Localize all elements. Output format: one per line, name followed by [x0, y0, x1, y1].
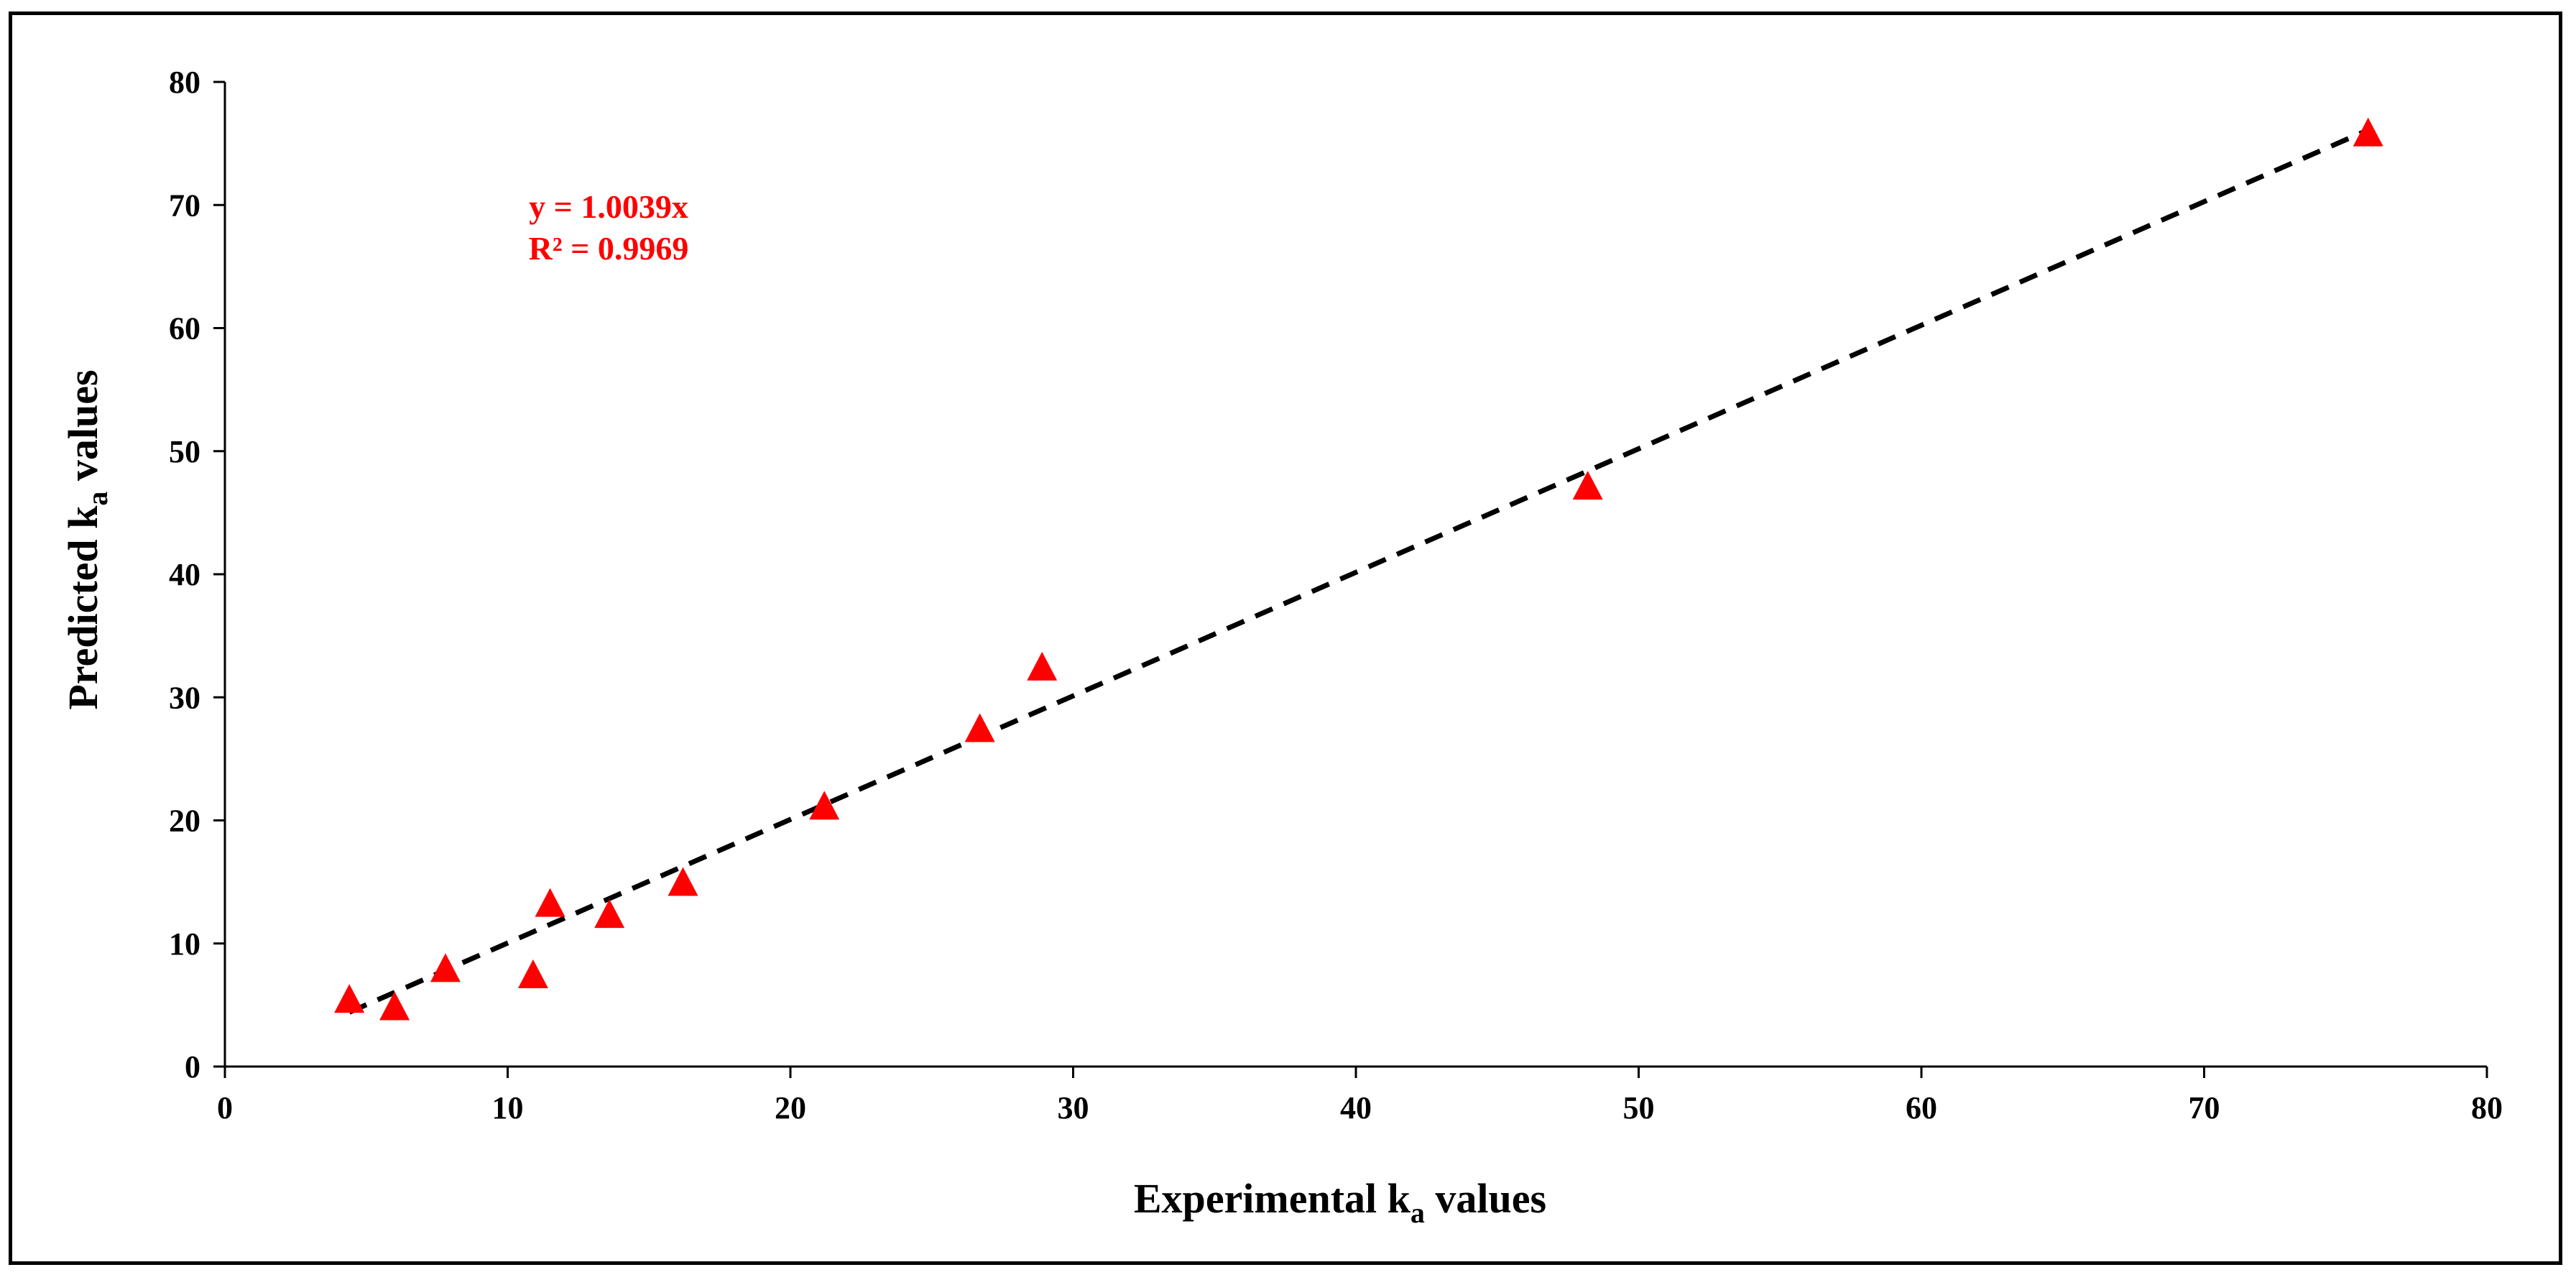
scatter-chart: 0 10 20 30 40 50 60 70 80 0 10 20 30 40 50 60 70 80 y = 1…	[60, 65, 2503, 1229]
axes: 0 10 20 30 40 50 60 70 80 0 10 20 30 40 50 60 70 80	[169, 65, 2503, 1125]
y-tick-label: 0	[185, 1049, 200, 1085]
data-point-marker	[964, 713, 995, 742]
trendline	[348, 127, 2370, 1015]
y-tick-label: 60	[169, 311, 200, 346]
data-point-marker	[334, 984, 365, 1013]
data-point-marker	[535, 888, 565, 917]
y-axis-title-subscript: a	[81, 492, 114, 506]
data-point-marker	[668, 867, 698, 896]
data-point-marker	[809, 791, 840, 820]
x-axis-title: Experimental ka values	[1134, 1175, 1546, 1229]
data-point-marker	[2353, 117, 2383, 147]
x-axis-title-tail: values	[1425, 1175, 1546, 1222]
trendline-layer	[348, 127, 2370, 1015]
x-tick-label: 40	[1340, 1090, 1372, 1125]
data-points	[334, 117, 2383, 1021]
data-point-marker	[517, 959, 548, 988]
y-axis-title-main: Predicted k	[60, 505, 106, 710]
x-tick-label: 80	[2471, 1090, 2503, 1125]
trendline-equation: y = 1.0039x	[529, 188, 688, 225]
y-axis-title-tail: values	[60, 369, 106, 491]
x-tick-label: 20	[775, 1090, 806, 1125]
y-tick-label: 50	[169, 434, 200, 469]
data-point-marker	[1572, 471, 1603, 500]
x-axis-title-subscript: a	[1411, 1197, 1425, 1229]
data-point-marker	[594, 899, 625, 929]
y-tick-label: 30	[169, 680, 200, 715]
x-tick-label: 70	[2189, 1090, 2220, 1125]
x-axis-title-main: Experimental k	[1134, 1175, 1411, 1222]
y-tick-label: 20	[169, 804, 200, 839]
y-axis-title: Predicted ka values	[60, 369, 114, 709]
x-tick-label: 30	[1058, 1090, 1089, 1125]
data-point-marker	[379, 991, 410, 1021]
y-tick-label: 70	[169, 188, 200, 223]
data-point-marker	[430, 953, 461, 982]
y-tick-label: 10	[169, 926, 200, 962]
data-point-marker	[1027, 651, 1058, 681]
chart-frame: 0 10 20 30 40 50 60 70 80 0 10 20 30 40 50 60 70 80 y = 1…	[9, 11, 2562, 1265]
x-tick-label: 50	[1623, 1090, 1655, 1125]
x-tick-label: 0	[217, 1090, 233, 1125]
r-squared-label: R² = 0.9969	[529, 230, 689, 267]
y-tick-label: 80	[169, 65, 200, 100]
x-tick-label: 10	[492, 1090, 524, 1125]
x-tick-label: 60	[1906, 1090, 1937, 1125]
y-tick-label: 40	[169, 557, 200, 592]
